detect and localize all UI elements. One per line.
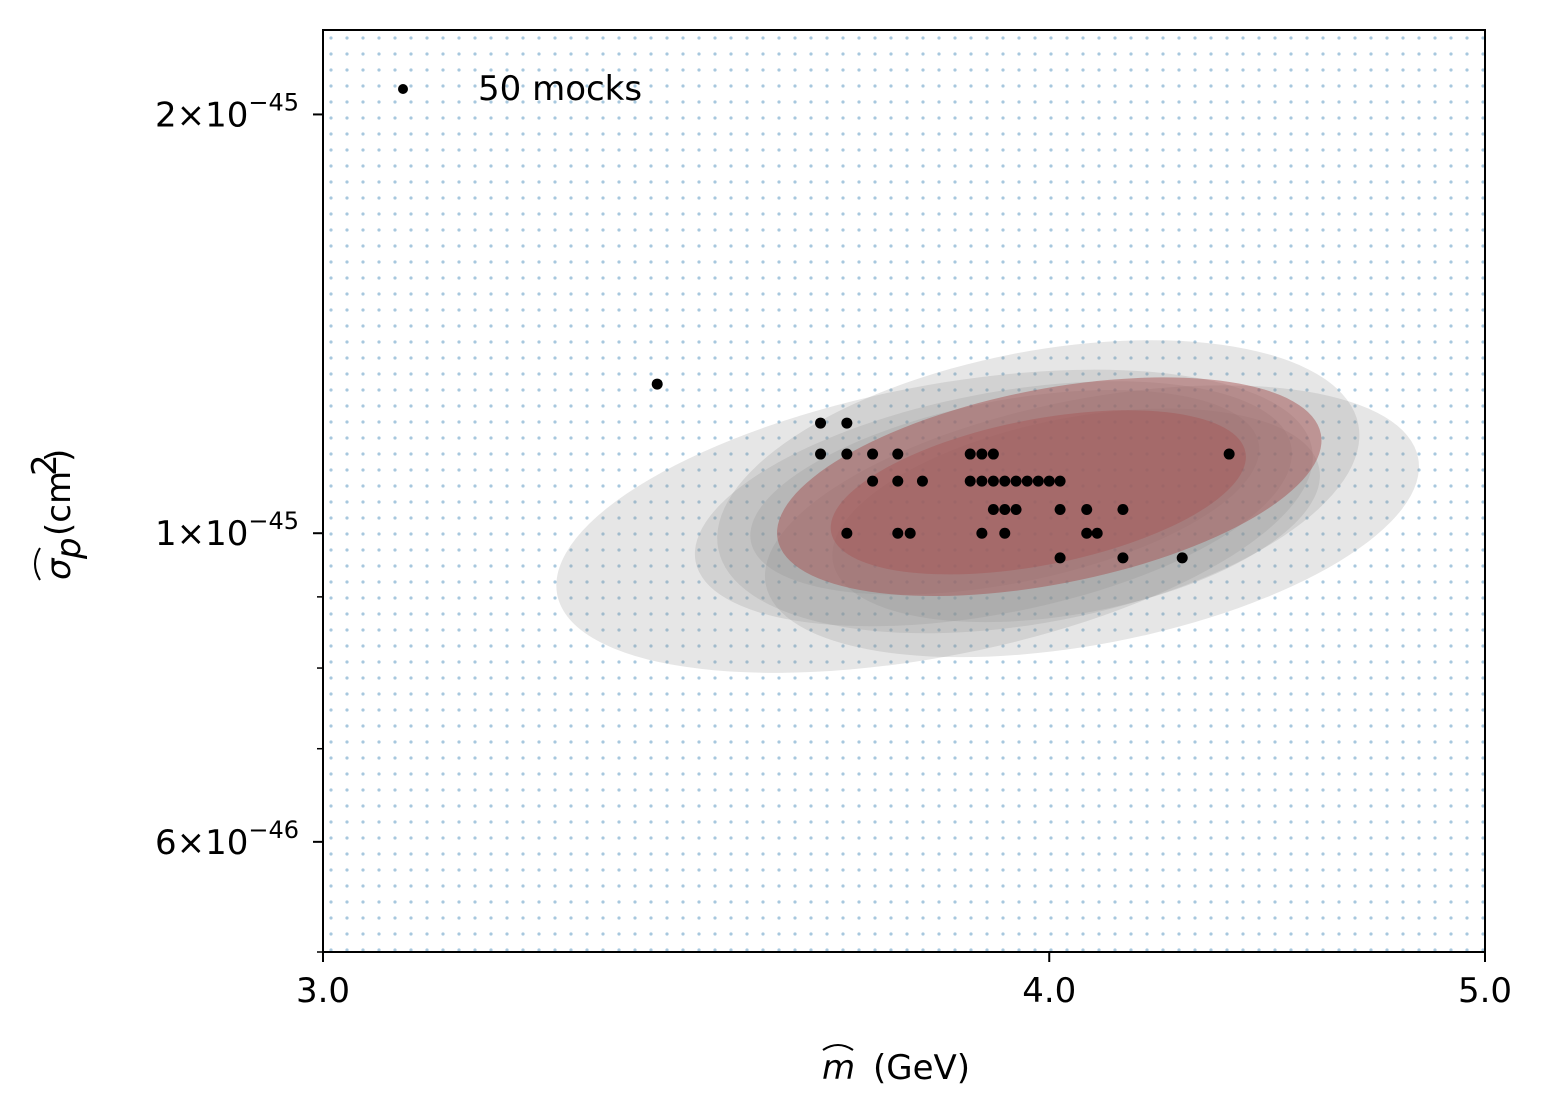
mock-point-16: [987, 475, 999, 487]
contour-layer: [556, 340, 1419, 673]
x-tick-label-2: 5.0: [1458, 971, 1512, 1011]
mock-point-29: [841, 527, 853, 539]
y-tick-label-2: 6×10−46: [155, 816, 299, 863]
mock-point-17: [999, 475, 1011, 487]
mock-point-9: [987, 448, 999, 460]
contour-region-5: [832, 408, 1320, 623]
mock-point-0: [651, 378, 663, 390]
mock-point-28: [1117, 504, 1129, 516]
axes: 3.0 4.0 5.0 2×10−45 1×10−45 6×10−46: [155, 29, 1512, 1011]
contour-region-3: [694, 381, 1292, 627]
legend-label: 50 mocks: [478, 69, 642, 109]
mock-point-31: [904, 527, 916, 539]
mock-point-25: [1010, 504, 1022, 516]
background-dot-grid: [323, 30, 1485, 952]
y-axis-label-symbol: σ: [39, 557, 79, 580]
contour-region-4: [750, 390, 1260, 595]
x-axis-label-hat: [822, 1044, 854, 1051]
mock-point-27: [1081, 504, 1093, 516]
mock-point-13: [916, 475, 928, 487]
plot-frame: [322, 29, 1486, 953]
mock-point-22: [1054, 475, 1066, 487]
plot-area: [323, 30, 1485, 952]
mock-point-34: [1081, 527, 1093, 539]
mock-point-37: [1117, 552, 1129, 564]
mock-point-21: [1043, 475, 1055, 487]
mock-point-10: [1223, 448, 1235, 460]
mock-point-33: [999, 527, 1011, 539]
mock-points-layer: [651, 378, 1235, 564]
mock-point-24: [999, 504, 1011, 516]
y-tick-label-0: 2×10−45: [155, 88, 299, 135]
mock-point-35: [1091, 527, 1103, 539]
contour-region-2: [764, 385, 1419, 658]
y-axis-label-superscript: 2: [25, 454, 65, 476]
mock-point-14: [964, 475, 976, 487]
contour-region-6: [777, 377, 1322, 597]
legend: 50 mocks: [398, 69, 642, 109]
legend-marker: [398, 84, 408, 94]
mock-point-18: [1010, 475, 1022, 487]
mock-point-7: [964, 448, 976, 460]
mock-point-11: [867, 475, 879, 487]
mock-point-32: [976, 527, 988, 539]
y-axis-label: σ p (cm 2 ): [25, 449, 89, 581]
y-tick-label-1: 1×10−45: [155, 507, 299, 554]
y-axis-label-unit: (cm: [39, 471, 79, 536]
mock-point-6: [892, 448, 904, 460]
x-axis-label-symbol: m: [822, 1048, 855, 1088]
contour-region-1: [717, 340, 1360, 634]
mock-point-1: [815, 417, 827, 429]
contour-region-0: [556, 369, 1313, 673]
mock-point-38: [1176, 552, 1188, 564]
mock-point-26: [1054, 504, 1066, 516]
mock-point-30: [892, 527, 904, 539]
mock-point-20: [1032, 475, 1044, 487]
mock-point-2: [841, 417, 853, 429]
y-axis-label-hat: [34, 547, 41, 581]
x-axis-label-unit: (GeV): [873, 1048, 970, 1088]
contour-region-7: [830, 410, 1246, 575]
y-axis-label-close: ): [39, 449, 79, 462]
mock-point-4: [841, 448, 853, 460]
mock-point-36: [1054, 552, 1066, 564]
x-tick-label-1: 4.0: [1022, 971, 1076, 1011]
x-axis-label: m (GeV): [822, 1044, 970, 1088]
y-axis-label-subscript: p: [49, 537, 89, 560]
mock-point-12: [892, 475, 904, 487]
mock-point-19: [1021, 475, 1033, 487]
mock-point-3: [815, 448, 827, 460]
x-tick-label-0: 3.0: [296, 971, 350, 1011]
mock-point-5: [867, 448, 879, 460]
mock-point-8: [976, 448, 988, 460]
mock-point-23: [987, 504, 999, 516]
mock-point-15: [976, 475, 988, 487]
